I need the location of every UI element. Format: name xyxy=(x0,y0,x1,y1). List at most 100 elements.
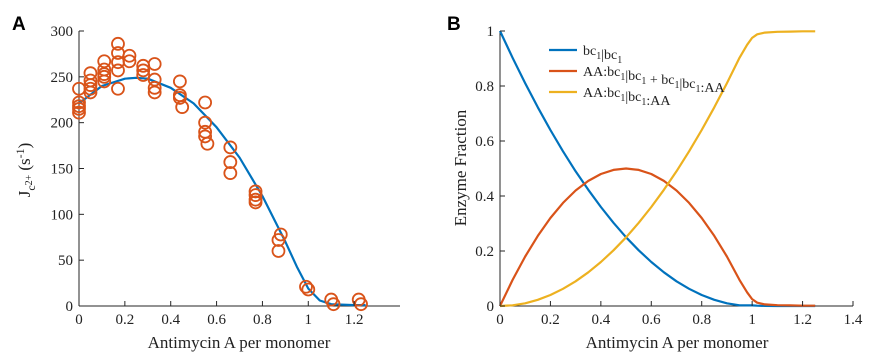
data-point-marker xyxy=(198,95,213,110)
legend-subscript: 1 xyxy=(641,76,646,87)
data-point-marker xyxy=(248,195,263,210)
panel-b-x-tick-label: 0.2 xyxy=(541,312,560,328)
series-line-2 xyxy=(499,167,816,307)
legend-text-part: :AA xyxy=(646,94,671,109)
ylabel-main: J xyxy=(15,190,34,197)
panel-a-y-tick-label: 250 xyxy=(51,70,74,86)
panel-a-y-tick-label: 300 xyxy=(51,24,74,40)
series-line-1 xyxy=(499,30,816,308)
panel-b: B 0 0.2 0.4 0.6 0.8 1 1.2 1.4 0 0.2 0.4 0.6 0.8 1 bc… xyxy=(447,14,863,352)
data-point-marker xyxy=(136,68,151,82)
legend-text-part: + bc xyxy=(646,73,674,88)
panel-a-x-tick-label: 0.4 xyxy=(161,312,180,328)
ylabel-sub: c xyxy=(24,185,38,190)
panel-b-x-tick-label: 0 xyxy=(496,312,504,328)
panel-b-x-tick-label: 1.4 xyxy=(844,312,863,328)
panel-b-x-tick-label: 1.2 xyxy=(793,312,812,328)
panel-b-y-axis-label: Enzyme Fraction xyxy=(451,109,470,226)
legend-subscript: 1 xyxy=(641,97,646,108)
legend-text-part: |bc xyxy=(679,77,695,92)
panel-b-y-tick-label: 0.8 xyxy=(475,79,494,95)
data-point-marker xyxy=(72,95,86,110)
data-point-marker xyxy=(198,115,213,130)
legend-subscript: 1 xyxy=(696,84,701,95)
data-point-marker xyxy=(271,233,286,247)
panel-a-label: A xyxy=(12,14,26,35)
legend-text-part: AA:bc xyxy=(583,86,620,101)
ylabel-subsup: 2+ xyxy=(24,174,35,185)
data-point-marker xyxy=(172,74,187,89)
panel-a-x-ticks: 0 0.2 0.4 0.6 0.8 1 1.2 xyxy=(75,301,364,328)
panel-a-x-tick-label: 1 xyxy=(305,312,313,328)
panel-a-y-tick-label: 100 xyxy=(51,207,74,223)
data-point-marker xyxy=(136,63,151,78)
data-point-marker xyxy=(97,69,112,84)
panel-b-x-tick-label: 0.4 xyxy=(591,312,610,328)
data-point-marker xyxy=(223,155,238,169)
data-point-marker xyxy=(122,48,137,63)
data-point-marker xyxy=(326,297,341,312)
legend-subscript: 1 xyxy=(617,55,622,66)
panel-b-axes xyxy=(499,31,853,307)
panel-b-x-ticks: 0 0.2 0.4 0.6 0.8 1 1.2 1.4 xyxy=(496,301,863,328)
legend-text-part: :AA xyxy=(701,81,726,96)
data-point-marker xyxy=(301,282,316,297)
legend-text-part: bc xyxy=(583,44,596,59)
data-point-marker xyxy=(83,81,98,96)
panel-b-series-lines xyxy=(499,30,816,308)
panel-a: A 0 0.2 0.4 0.6 0.8 1 1.2 0 50 100 150 200 250 300 A… xyxy=(12,14,400,352)
legend-label-3: AA:bc1|bc1:AA xyxy=(583,86,671,109)
legend-label-1: bc1|bc1 xyxy=(583,44,622,66)
data-point-marker xyxy=(147,85,162,100)
legend-subscript: 1 xyxy=(620,93,625,104)
panel-b-x-tick-label: 0.6 xyxy=(642,312,661,328)
series-line-3 xyxy=(499,30,816,308)
panel-a-x-axis-label: Antimycin A per monomer xyxy=(148,333,331,352)
data-point-marker xyxy=(72,102,86,116)
legend-subscript: 1 xyxy=(596,51,601,62)
panel-a-y-ticks: 0 50 100 150 200 250 300 xyxy=(51,24,84,315)
data-point-marker xyxy=(354,297,368,312)
panel-a-x-tick-label: 1.2 xyxy=(345,312,364,328)
panel-b-y-tick-label: 0 xyxy=(487,299,495,315)
panel-a-fit-curve xyxy=(78,76,366,307)
panel-b-x-tick-label: 1 xyxy=(748,312,756,328)
panel-a-y-axis-label: Jc2+ (s-1) xyxy=(13,143,38,198)
ylabel-unit-end: ) xyxy=(15,143,34,149)
data-point-marker xyxy=(72,105,86,120)
data-point-marker xyxy=(172,91,187,105)
data-point-marker xyxy=(248,188,263,202)
fit-line xyxy=(78,76,366,307)
data-point-marker xyxy=(147,80,162,95)
legend-subscript: 1 xyxy=(620,72,625,83)
data-point-marker xyxy=(299,279,313,294)
data-point-marker xyxy=(248,184,263,199)
data-point-marker xyxy=(223,140,238,155)
data-point-marker xyxy=(97,74,112,89)
panel-b-y-tick-label: 1 xyxy=(487,24,495,40)
panel-a-y-tick-label: 50 xyxy=(58,253,73,269)
data-point-marker xyxy=(147,57,162,71)
data-point-marker xyxy=(271,244,286,258)
data-point-marker xyxy=(175,100,190,114)
data-point-marker xyxy=(83,78,98,92)
data-point-marker xyxy=(223,166,238,180)
panel-b-y-ticks: 0 0.2 0.4 0.6 0.8 1 xyxy=(475,24,505,315)
panel-b-x-tick-label: 0.8 xyxy=(692,312,711,328)
legend-text-part: |bc xyxy=(601,48,617,63)
panel-a-x-tick-label: 0.2 xyxy=(115,312,134,328)
data-point-marker xyxy=(122,54,137,69)
panel-a-x-tick-label: 0.8 xyxy=(253,312,272,328)
data-point-marker xyxy=(83,85,98,100)
data-point-marker xyxy=(198,129,213,144)
panel-b-y-tick-label: 0.2 xyxy=(475,244,494,260)
panel-b-y-tick-label: 0.4 xyxy=(475,189,494,205)
panel-a-x-tick-label: 0.6 xyxy=(207,312,226,328)
data-point-marker xyxy=(111,63,125,78)
panel-b-x-axis-label: Antimycin A per monomer xyxy=(586,333,769,352)
ylabel-unit-sup: -1 xyxy=(13,148,27,158)
data-point-marker xyxy=(111,36,125,51)
legend-text-part: |bc xyxy=(625,69,641,84)
data-point-marker xyxy=(200,136,215,151)
